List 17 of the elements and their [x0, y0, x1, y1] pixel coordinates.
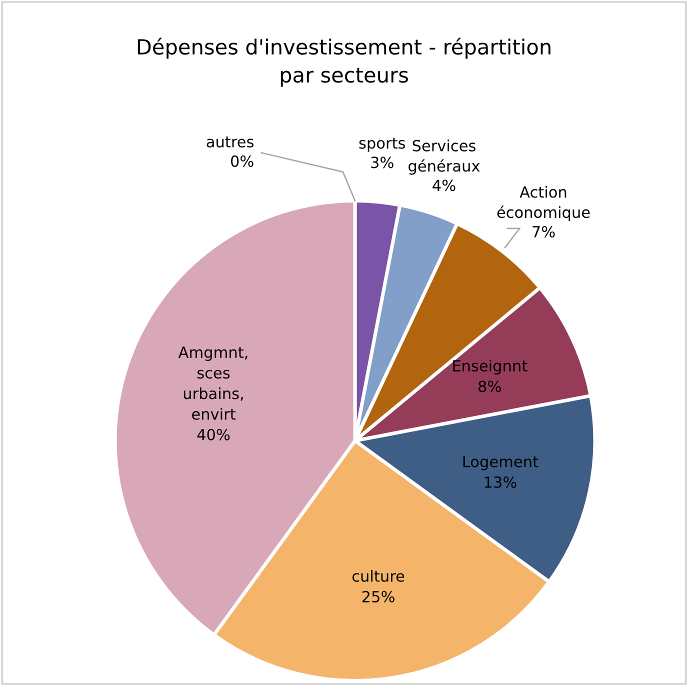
data-label: 25%	[362, 590, 394, 602]
data-label: 40%	[197, 428, 230, 440]
slice-label: Services généraux	[408, 140, 480, 175]
data-label: 13%	[484, 476, 516, 488]
category-label: autres	[206, 136, 254, 148]
slice-label: Action économique	[497, 186, 590, 222]
data-label: 4%	[432, 180, 456, 192]
slice-label: culture	[352, 570, 404, 582]
slice-label: sports	[359, 138, 405, 152]
slice-label: Amgmnt, sces urbains, envirt	[178, 346, 248, 420]
data-label: 7%	[532, 226, 555, 238]
data-label: 3%	[371, 156, 394, 168]
data-label: 8%	[478, 380, 501, 392]
slice-label: Enseignnt	[453, 360, 528, 375]
chart-title: Dépenses d'investissement - répartition par secteurs	[138, 38, 550, 87]
text: 0%	[230, 155, 254, 167]
slice-label: Logement	[463, 456, 538, 470]
